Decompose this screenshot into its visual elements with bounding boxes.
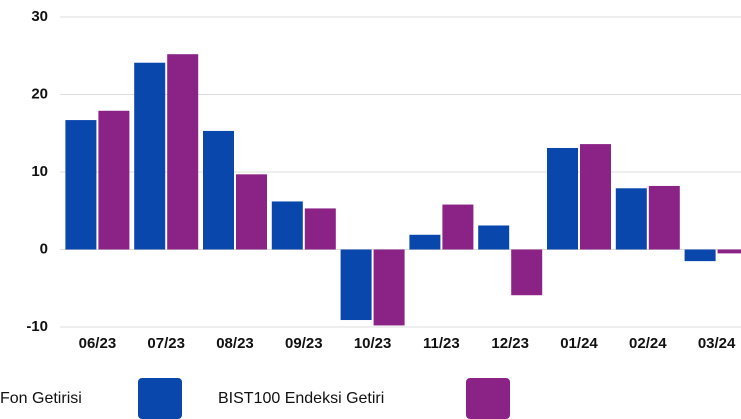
legend-swatch <box>138 378 182 419</box>
x-tick-label: 02/24 <box>629 335 667 352</box>
bar <box>547 148 578 250</box>
y-tick-label: -10 <box>26 318 48 335</box>
legend-label: Fon Getirisi <box>0 390 82 407</box>
x-tick-label: 06/23 <box>79 335 117 352</box>
y-tick-label: 0 <box>40 240 48 257</box>
y-tick-label: 20 <box>31 85 48 102</box>
bar <box>649 186 680 250</box>
bar <box>305 208 336 249</box>
bar <box>65 120 96 249</box>
bar <box>685 250 716 262</box>
bar <box>442 205 473 250</box>
x-tick-label: 10/23 <box>354 335 392 352</box>
x-tick-label: 07/23 <box>147 335 185 352</box>
legend-label: BIST100 Endeksi Getiri <box>218 390 384 407</box>
x-tick-label: 08/23 <box>216 335 254 352</box>
x-tick-label: 12/23 <box>491 335 529 352</box>
x-tick-label: 01/24 <box>560 335 598 352</box>
bar <box>478 225 509 249</box>
bar <box>98 111 129 250</box>
bar <box>341 250 372 321</box>
bar <box>374 250 405 326</box>
x-tick-label: 03/24 <box>698 335 736 352</box>
bar <box>511 250 542 296</box>
y-tick-label: 10 <box>31 163 48 180</box>
x-tick-label: 09/23 <box>285 335 323 352</box>
bar <box>718 250 741 254</box>
bar <box>272 201 303 249</box>
bar <box>580 144 611 249</box>
bar <box>409 235 440 250</box>
x-tick-label: 11/23 <box>423 335 460 352</box>
bar <box>236 174 267 249</box>
bar <box>203 131 234 250</box>
y-tick-label: 30 <box>31 8 48 25</box>
chart: -10 0 10 20 30 06/23 07/23 08/23 09/23 10/23 11/23… <box>0 0 741 419</box>
bar <box>167 54 198 249</box>
legend-swatch <box>466 378 510 419</box>
bar <box>616 188 647 249</box>
bar <box>134 63 165 250</box>
